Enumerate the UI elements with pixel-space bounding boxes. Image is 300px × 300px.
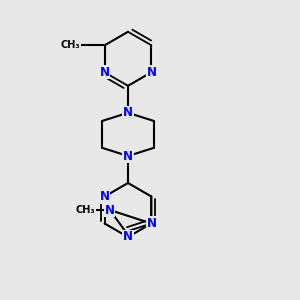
Text: N: N: [123, 230, 133, 244]
Text: CH₃: CH₃: [76, 205, 95, 215]
Text: N: N: [123, 149, 133, 163]
Text: N: N: [123, 106, 133, 119]
Text: N: N: [100, 66, 110, 79]
Text: CH₃: CH₃: [61, 40, 80, 50]
Text: N: N: [100, 190, 110, 203]
Text: N: N: [146, 217, 156, 230]
Text: N: N: [146, 66, 156, 79]
Text: N: N: [105, 203, 115, 217]
